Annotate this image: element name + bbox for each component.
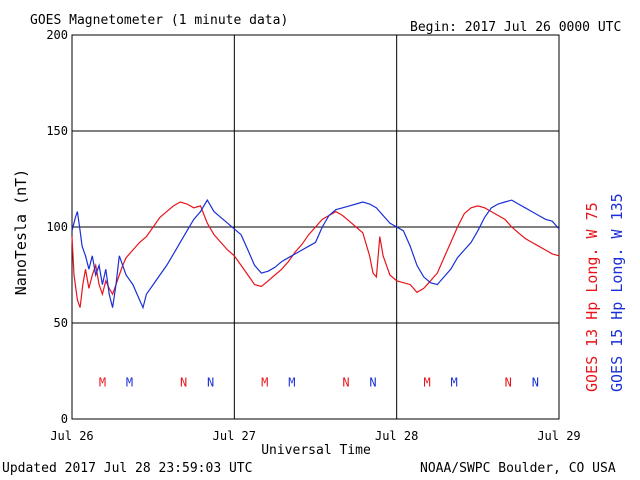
marker-m-9: M <box>451 375 458 389</box>
y-tick-label-1: 50 <box>54 316 68 330</box>
marker-m-5: M <box>288 375 295 389</box>
credit-footer: NOAA/SWPC Boulder, CO USA <box>420 461 616 476</box>
x-axis-ticks: Jul 26 Jul 27 Jul 28 Jul 29 <box>50 429 580 443</box>
y-tick-label-3: 150 <box>46 124 68 138</box>
x-axis-label: Universal Time <box>261 443 371 458</box>
begin-label: Begin: 2017 Jul 26 0000 UTC <box>410 20 621 35</box>
marker-m-1: M <box>126 375 133 389</box>
chart-title: GOES Magnetometer (1 minute data) <box>30 13 288 28</box>
x-tick-label-0: Jul 26 <box>50 429 93 443</box>
x-tick-label-1: Jul 27 <box>213 429 256 443</box>
marker-m-0: M <box>99 375 106 389</box>
y-tick-label-2: 100 <box>46 220 68 234</box>
series-line-goes15 <box>71 198 560 310</box>
legend-goes13: GOES 13 Hp Long. W 75 <box>583 202 601 392</box>
marker-n-10: N <box>505 375 512 389</box>
marker-n-11: N <box>532 375 539 389</box>
updated-footer: Updated 2017 Jul 28 23:59:03 UTC <box>2 461 252 476</box>
marker-m-4: M <box>261 375 268 389</box>
marker-n-6: N <box>342 375 349 389</box>
y-tick-label-4: 200 <box>46 28 68 42</box>
series-lines <box>71 198 560 310</box>
y-axis-label: NanoTesla (nT) <box>12 169 30 295</box>
y-axis-ticks: 0 50 100 150 200 <box>46 28 68 426</box>
x-tick-label-3: Jul 29 <box>537 429 580 443</box>
marker-m-8: M <box>423 375 430 389</box>
y-tick-label-0: 0 <box>61 412 68 426</box>
marker-n-2: N <box>180 375 187 389</box>
legend-goes15: GOES 15 Hp Long. W 135 <box>608 193 626 392</box>
plot-frame <box>71 34 560 420</box>
x-tick-label-2: Jul 28 <box>375 429 418 443</box>
marker-n-3: N <box>207 375 214 389</box>
series-line-goes13 <box>71 201 560 308</box>
marker-n-7: N <box>369 375 376 389</box>
